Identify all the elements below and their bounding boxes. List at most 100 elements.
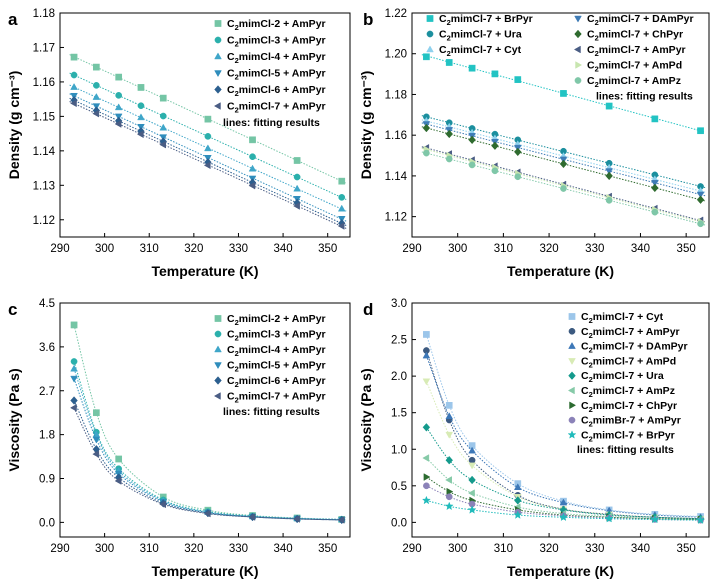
panel-b: b 290 300 310 320 330 340 350 1.12 1.14 1.16 1.18 1.… [358, 8, 710, 279]
legend-label-part: mimCl-4 + AmPyr [239, 51, 326, 63]
y-tick-label: 1.13 [33, 180, 55, 192]
data-point [249, 136, 256, 144]
y-tick-label: 1.20 [385, 49, 407, 61]
panel-letter: a [8, 10, 18, 29]
data-point [605, 102, 613, 110]
legend-label: C2mimCl-7 + Ura [581, 370, 664, 384]
data-point [70, 364, 78, 372]
data-point [422, 423, 431, 432]
legend-label-subscript: 2 [589, 375, 593, 384]
legend-label: C2mimCl-7 + DAmPyr [581, 341, 688, 355]
legend-label-part: mimCl-6 + AmPyr [239, 375, 326, 387]
legend-label-part: C [581, 341, 589, 353]
legend-label: C2mimCl-3 + AmPyr [227, 35, 326, 49]
data-point [70, 53, 78, 61]
legend-label-part: C [581, 415, 589, 427]
fit-line [421, 147, 706, 224]
data-point [204, 144, 212, 152]
legend-label-part: C [587, 60, 595, 72]
legend-label-part: mimCl-7 + Cyt [593, 311, 664, 323]
legend-marker [568, 327, 576, 335]
data-point [491, 70, 499, 78]
legend-label-part: mimCl-7 + AmPd [593, 355, 676, 367]
legend-label-subscript: 2 [235, 396, 239, 405]
data-point [422, 351, 431, 359]
data-point [337, 516, 345, 524]
data-point [204, 115, 212, 123]
data-point [559, 498, 568, 506]
data-point [491, 167, 499, 175]
data-point [338, 194, 346, 201]
data-point [445, 129, 453, 139]
data-point [468, 462, 476, 470]
legend-label-subscript: 2 [589, 360, 593, 369]
legend-label: C2mimCl-7 + ChPyr [581, 400, 677, 414]
y-axis-label: Viscosity (Pa s) [358, 368, 374, 471]
y-axis-label: Viscosity (Pa s) [6, 368, 22, 471]
data-point [159, 112, 167, 120]
y-tick-label: 2.7 [39, 386, 55, 398]
data-point [115, 455, 123, 463]
fit-line [425, 355, 701, 518]
fit-line [73, 407, 342, 521]
legend-marker [214, 52, 222, 60]
legend-label: C2mimCl-7 + AmPz [587, 75, 681, 89]
data-point [70, 358, 78, 365]
data-point [92, 93, 101, 100]
legend-marker [214, 85, 222, 94]
legend-label: C2mimCl-7 + Cyt [581, 311, 664, 325]
y-tick-label: 1.16 [33, 77, 55, 89]
legend-note: lines: fitting results [596, 91, 693, 103]
data-point [92, 450, 100, 458]
data-point [467, 505, 477, 514]
legend-note: lines: fitting results [577, 444, 674, 456]
legend-label-subscript: 2 [595, 49, 599, 58]
legend-label-part: mimCl-5 + AmPyr [239, 360, 326, 372]
legend-label-part: mimCl-5 + AmPyr [239, 68, 326, 80]
legend-label-part: C [439, 13, 447, 25]
data-point [421, 495, 431, 505]
legend-label-subscript: 2 [235, 89, 239, 98]
x-axis-label: Temperature (K) [151, 263, 258, 279]
legend-label-part: mimCl-7 + AmPyr [593, 326, 680, 338]
legend-label-subscript: 2 [595, 80, 599, 89]
legend-label-subscript: 2 [235, 318, 239, 327]
data-point [514, 76, 522, 83]
legend-marker [214, 315, 222, 322]
data-point [115, 92, 123, 99]
legend-label: C2mimCl-4 + AmPyr [227, 51, 326, 65]
panel-d: d 290 300 310 320 330 340 350 0.0 0.5 1.0 1.5 2.0 2.5… [358, 298, 710, 579]
legend-marker [213, 392, 221, 400]
y-tick-label: 3.0 [391, 298, 407, 310]
data-point [70, 396, 78, 405]
legend-label-subscript: 2 [589, 390, 593, 399]
data-point [468, 456, 476, 464]
data-point [422, 123, 431, 133]
legend-label-part: C [227, 18, 235, 30]
legend-label-part: C [587, 75, 595, 87]
legend-label-part: C [587, 44, 595, 56]
y-tick-label: 1.22 [385, 8, 407, 20]
x-axis-label: Temperature (K) [507, 263, 614, 279]
panel-c: c 290 300 310 320 330 340 350 0.0 0.9 1.8 2.7 3.6 4.5… [6, 298, 351, 579]
legend-label-subscript: 2 [235, 106, 239, 115]
data-point [92, 109, 100, 118]
legend-label: C2mimCl-6 + AmPyr [227, 84, 326, 98]
data-point [468, 135, 476, 145]
data-point [468, 475, 476, 485]
data-point [514, 496, 522, 505]
legend-marker [568, 358, 576, 365]
panel-letter: b [363, 10, 373, 29]
data-point [159, 140, 167, 149]
x-tick-label: 300 [448, 243, 467, 255]
legend-label-subscript: 2 [235, 334, 239, 343]
legend-label-part: mimCl-7 + DAmPyr [593, 341, 688, 353]
legend-label-part: C [227, 51, 235, 63]
y-axis-label: Density (g cm⁻³) [358, 71, 374, 180]
legend-label-subscript: 2 [589, 346, 593, 355]
legend-label-subscript: 2 [447, 18, 451, 27]
legend-label-part: C [227, 344, 235, 356]
x-tick-label: 290 [402, 243, 421, 255]
x-tick-label: 310 [494, 243, 513, 255]
legend-label-subscript: 2 [235, 56, 239, 65]
